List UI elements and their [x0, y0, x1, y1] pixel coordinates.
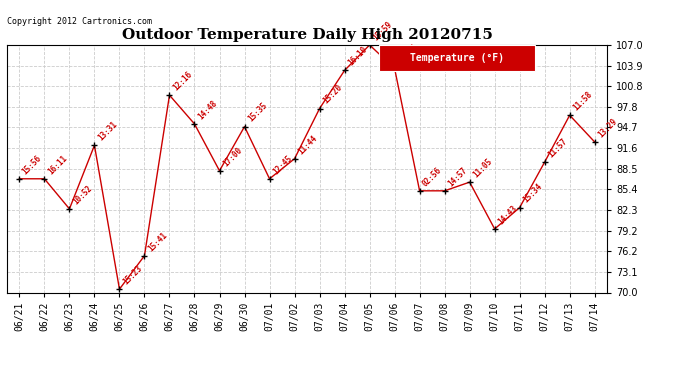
Text: 15:34: 15:34 — [521, 182, 544, 205]
Text: 16:10: 16:10 — [346, 45, 368, 68]
Text: 10:52: 10:52 — [71, 183, 94, 206]
Text: 15:56: 15:56 — [21, 153, 43, 176]
Text: 12:16: 12:16 — [171, 70, 194, 92]
Title: Outdoor Temperature Daily High 20120715: Outdoor Temperature Daily High 20120715 — [121, 28, 493, 42]
FancyBboxPatch shape — [379, 45, 535, 71]
Text: 15:59: 15:59 — [371, 20, 394, 42]
Text: 13:29: 13:29 — [596, 117, 619, 139]
Text: 11:05: 11:05 — [471, 157, 494, 179]
Text: 12:57: 12:57 — [396, 43, 419, 66]
Text: 14:48: 14:48 — [196, 99, 219, 121]
Text: Copyright 2012 Cartronics.com: Copyright 2012 Cartronics.com — [7, 17, 152, 26]
Text: 15:20: 15:20 — [321, 83, 344, 106]
Text: 12:45: 12:45 — [271, 153, 294, 176]
Text: 02:56: 02:56 — [421, 165, 444, 188]
Text: 11:58: 11:58 — [571, 90, 594, 112]
Text: 16:11: 16:11 — [46, 153, 68, 176]
Text: 14:57: 14:57 — [446, 165, 469, 188]
Text: 15:35: 15:35 — [246, 101, 268, 124]
Text: 13:31: 13:31 — [96, 120, 119, 142]
Text: 17:00: 17:00 — [221, 145, 244, 168]
Text: Temperature (°F): Temperature (°F) — [410, 53, 504, 63]
Text: 11:44: 11:44 — [296, 133, 319, 156]
Text: 15:41: 15:41 — [146, 230, 168, 253]
Text: 11:57: 11:57 — [546, 136, 569, 159]
Text: 14:43: 14:43 — [496, 204, 519, 226]
Text: 15:23: 15:23 — [121, 264, 144, 286]
